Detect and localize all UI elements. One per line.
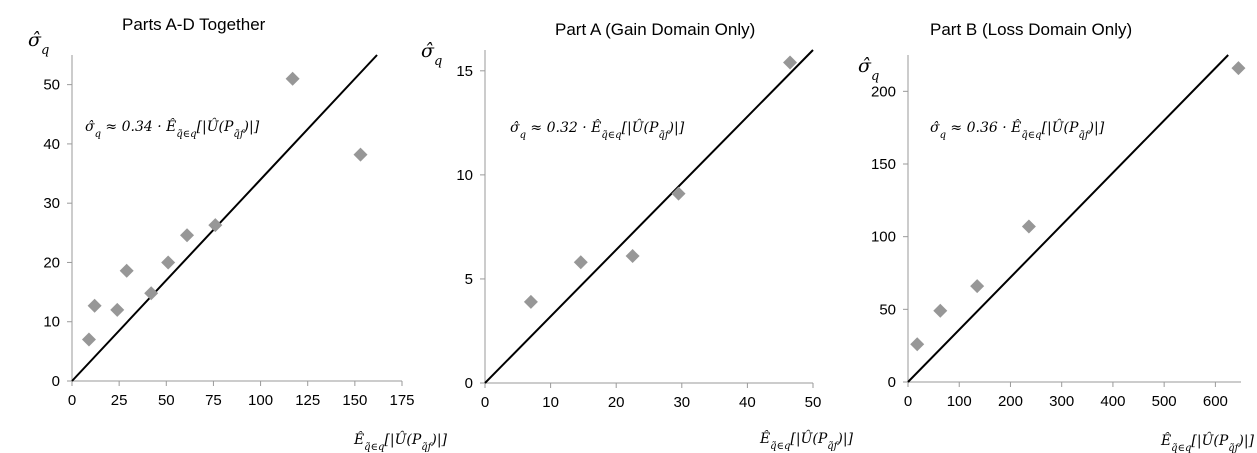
y-tick-label: 5	[465, 271, 473, 288]
data-point	[970, 279, 985, 294]
data-point	[110, 302, 125, 317]
data-point	[161, 255, 176, 270]
x-tick-label: 0	[904, 393, 912, 410]
y-tick-label: 0	[888, 374, 896, 391]
x-tick-label: 100	[947, 393, 972, 410]
data-point	[87, 298, 102, 313]
y-tick-label: 10	[43, 314, 60, 331]
x-axis-label: Êq̃∈q[|Û(Pq̃f)|]	[759, 429, 854, 452]
y-tick-label: 100	[871, 229, 896, 246]
data-point	[119, 263, 134, 278]
x-tick-label: 20	[608, 394, 625, 411]
x-tick-label: 10	[542, 394, 559, 411]
y-tick-label: 15	[456, 63, 473, 80]
data-point	[208, 218, 223, 233]
fit-annotation: σ̂q ≈ 0.36 · Êq̃∈q[|Û(Pq̃f)|]	[930, 118, 1105, 141]
x-tick-label: 30	[673, 394, 690, 411]
y-axis-label: σ̂q	[28, 29, 49, 58]
x-tick-label: 150	[342, 392, 367, 409]
fit-annotation: σ̂q ≈ 0.34 · Êq̃∈q[|Û(Pq̃f)|]	[85, 117, 260, 140]
y-tick-label: 40	[43, 136, 60, 153]
chart-title: Part B (Loss Domain Only)	[930, 20, 1132, 39]
data-point	[144, 286, 159, 301]
y-tick-label: 50	[43, 77, 60, 94]
y-tick-label: 150	[871, 156, 896, 173]
data-point	[573, 255, 588, 270]
fit-line	[484, 49, 814, 384]
chart-title: Parts A-D Together	[122, 15, 266, 34]
x-tick-label: 75	[205, 392, 222, 409]
data-point	[671, 186, 686, 201]
x-axis-label: Êq̃∈q[|Û(Pq̃f)|]	[1160, 431, 1255, 453]
x-tick-label: 175	[389, 392, 414, 409]
data-point	[285, 71, 300, 86]
data-point	[933, 303, 948, 318]
panel-part-a: Part A (Gain Domain Only) 0 10 20 30 40 50 0 5 10…	[421, 20, 854, 452]
y-tick-label: 200	[871, 83, 896, 100]
x-tick-label: 500	[1152, 393, 1177, 410]
data-point	[180, 228, 195, 243]
x-tick-label: 25	[111, 392, 128, 409]
x-tick-label: 125	[295, 392, 320, 409]
panel-part-b: Part B (Loss Domain Only) 0 100 200 300 400 50…	[858, 20, 1255, 453]
y-tick-label: 10	[456, 167, 473, 184]
y-tick-label: 0	[52, 373, 60, 390]
x-tick-label: 0	[68, 392, 76, 409]
y-tick-label: 50	[879, 301, 896, 318]
x-tick-label: 200	[998, 393, 1023, 410]
data-point	[1231, 61, 1246, 76]
x-tick-label: 40	[739, 394, 756, 411]
y-axis-label: σ̂q	[858, 55, 879, 84]
fit-line	[71, 54, 378, 382]
x-tick-label: 400	[1100, 393, 1125, 410]
fit-annotation: σ̂q ≈ 0.32 · Êq̃∈q[|Û(Pq̃f)|]	[510, 118, 685, 141]
data-point	[910, 337, 925, 352]
x-axis-label: Êq̃∈q[|Û(Pq̃f)|]	[353, 430, 448, 453]
data-point	[783, 55, 798, 70]
y-tick-label: 0	[465, 375, 473, 392]
data-point	[523, 294, 538, 309]
x-tick-label: 600	[1203, 393, 1228, 410]
chart-title: Part A (Gain Domain Only)	[555, 20, 755, 39]
x-tick-label: 300	[1049, 393, 1074, 410]
fit-line	[907, 54, 1229, 383]
x-tick-label: 100	[248, 392, 273, 409]
data-point	[1021, 219, 1036, 234]
y-tick-label: 20	[43, 254, 60, 271]
x-tick-label: 50	[805, 394, 822, 411]
data-point	[81, 332, 96, 347]
y-axis-label: σ̂q	[421, 40, 442, 69]
panel-parts-a-d: Parts A-D Together 0 25 50 75 100 125 150 175 0 10…	[28, 15, 448, 453]
x-tick-label: 50	[158, 392, 175, 409]
x-tick-label: 0	[481, 394, 489, 411]
data-point	[625, 249, 640, 264]
y-tick-label: 30	[43, 195, 60, 212]
data-point	[353, 147, 368, 162]
